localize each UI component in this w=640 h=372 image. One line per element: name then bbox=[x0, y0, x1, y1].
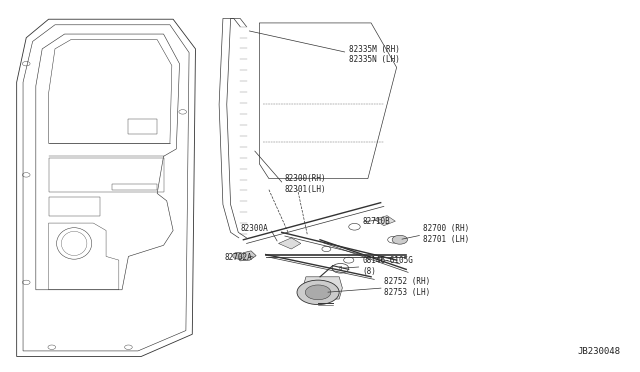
Circle shape bbox=[344, 257, 354, 263]
Circle shape bbox=[232, 252, 244, 259]
Text: 82700 (RH)
82701 (LH): 82700 (RH) 82701 (LH) bbox=[423, 224, 469, 244]
Polygon shape bbox=[374, 216, 396, 226]
Text: 08146-6105G
(8): 08146-6105G (8) bbox=[362, 256, 413, 276]
Text: 82752 (RH)
82753 (LH): 82752 (RH) 82753 (LH) bbox=[385, 278, 431, 297]
Circle shape bbox=[322, 246, 331, 251]
Polygon shape bbox=[278, 238, 301, 249]
Text: 82702A: 82702A bbox=[224, 253, 252, 262]
Text: 82300(RH)
82301(LH): 82300(RH) 82301(LH) bbox=[285, 174, 326, 194]
Circle shape bbox=[349, 224, 360, 230]
Polygon shape bbox=[303, 277, 342, 299]
Circle shape bbox=[388, 236, 399, 243]
Circle shape bbox=[392, 235, 408, 244]
Circle shape bbox=[305, 285, 331, 300]
Polygon shape bbox=[237, 251, 256, 261]
Text: 82300A: 82300A bbox=[241, 224, 269, 233]
Circle shape bbox=[297, 280, 339, 305]
Text: 8: 8 bbox=[339, 266, 342, 271]
Text: 82710B: 82710B bbox=[362, 218, 390, 227]
Text: JB230048: JB230048 bbox=[577, 347, 620, 356]
Text: 82335M (RH)
82335N (LH): 82335M (RH) 82335N (LH) bbox=[349, 45, 399, 64]
